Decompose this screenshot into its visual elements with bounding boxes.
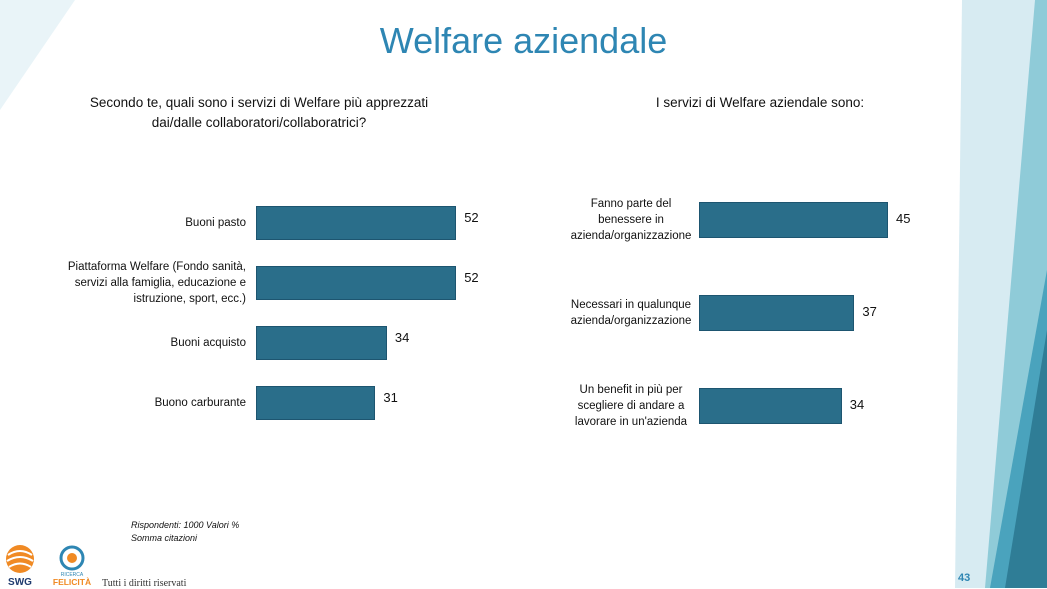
right-chart-question: I servizi di Welfare aziendale sono: — [655, 95, 865, 110]
bar-1-0 — [699, 202, 888, 238]
footnote: Rispondenti: 1000 Valori % Somma citazio… — [131, 519, 239, 545]
category-label-0-0: Buoni pasto — [185, 217, 246, 229]
swg-logo-text: SWG — [8, 577, 32, 588]
swg-logo: SWG — [6, 545, 34, 588]
data-label-0-3: 31 — [383, 390, 398, 405]
slide-title: Welfare aziendale — [379, 20, 668, 61]
bar-1-1 — [699, 295, 855, 331]
top-left-triangle — [0, 0, 75, 110]
bar-0-2 — [256, 326, 387, 360]
data-label-1-2: 34 — [849, 397, 865, 412]
data-label-1-0: 45 — [896, 211, 911, 226]
category-label-0-1: Piattaforma Welfare (Fondo sanità, servi… — [67, 261, 246, 305]
bar-1-2 — [699, 388, 842, 424]
data-label-1-1: 37 — [862, 304, 877, 319]
category-label-1-0: Fanno parte del benessere in azienda/org… — [570, 198, 692, 242]
data-label-0-1: 52 — [464, 270, 479, 285]
bar-0-3 — [256, 386, 376, 420]
rights-text: Tutti i diritti riservati — [102, 578, 187, 589]
category-label-1-1: Necessari in qualunque azienda/organizza… — [570, 299, 692, 327]
data-label-0-0: 52 — [464, 210, 479, 225]
felicita-logo-top: RICERCA — [61, 572, 84, 578]
right-darker-triangle — [1005, 330, 1047, 588]
footnote-respondents: Rispondenti: 1000 Valori % — [131, 520, 240, 530]
category-label-0-2: Buoni acquisto — [170, 337, 246, 349]
category-label-1-2: Un benefit in più per scegliere di andar… — [574, 384, 688, 428]
right-light-band — [955, 0, 1040, 588]
felicita-logo: RICERCA FELICITÀ — [53, 545, 91, 587]
category-label-0-3: Buono carburante — [154, 397, 246, 409]
bar-0-0 — [256, 206, 457, 240]
footnote-sum: Somma citazioni — [131, 533, 198, 543]
bar-0-1 — [256, 266, 457, 300]
page-number: 43 — [958, 572, 971, 584]
left-chart-question: Secondo te, quali sono i servizi di Welf… — [89, 95, 429, 130]
data-label-0-2: 34 — [394, 330, 410, 345]
felicita-logo-main: FELICITÀ — [53, 577, 91, 587]
